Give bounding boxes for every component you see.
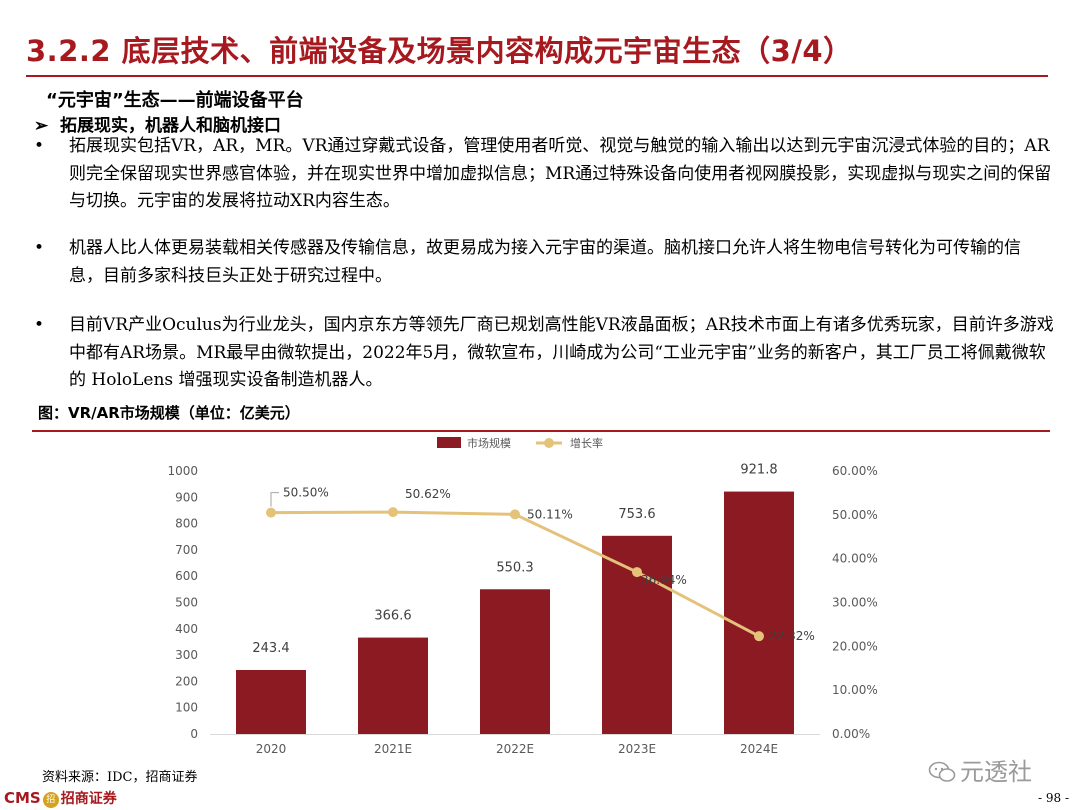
y-left-tick-label: 900 (175, 490, 198, 504)
watermark-text: 元透社 (960, 758, 1032, 786)
growth-value-label: 50.62% (405, 487, 451, 501)
y-left-tick-label: 300 (175, 648, 198, 662)
section-subtitle: “元宇宙”生态——前端设备平台 (46, 90, 304, 111)
legend-label-growth: 增长率 (570, 436, 603, 450)
y-right-tick-label: 10.00% (832, 683, 878, 697)
bullet-dot: • (34, 136, 45, 156)
y-left-tick-label: 700 (175, 543, 198, 557)
bar (724, 491, 794, 734)
bullet-paragraph: • 机器人比人体更易装载相关传感器及传输信息，故更易成为接入元宇宙的渠道。脑机接… (34, 235, 1054, 290)
chat-bubble-icon (928, 761, 956, 782)
x-tick-label: 2024E (740, 742, 778, 756)
page-title: 3.2.2 底层技术、前端设备及场景内容构成元宇宙生态（3/4） (26, 34, 853, 68)
bar (236, 669, 306, 734)
figure-caption: 图：VR/AR市场规模（单位：亿美元） (38, 404, 300, 422)
bullet-paragraph: • 目前VR产业Oculus为行业龙头，国内京东方等领先厂商已规划高性能VR液晶… (34, 312, 1054, 395)
logo-seal-icon: 招 (42, 792, 59, 808)
y-left-tick-label: 200 (175, 674, 198, 688)
y-left-tick-label: 100 (175, 701, 198, 715)
growth-value-label: 50.11% (527, 507, 573, 521)
logo-text: 招商证券 (60, 791, 117, 807)
bar-value-label: 366.6 (374, 609, 411, 624)
title-divider (26, 75, 1048, 77)
y-left-tick-label: 800 (175, 517, 198, 531)
growth-point (632, 567, 642, 578)
growth-value-label: 36.94% (641, 573, 687, 587)
brand-logo: CMS 招招商证券 (4, 788, 117, 808)
legend-swatch-bars (437, 437, 461, 448)
bar (602, 535, 672, 734)
growth-point (754, 631, 764, 642)
x-tick-label: 2020 (256, 742, 287, 756)
growth-point (266, 507, 276, 518)
vr-ar-market-chart: 市场规模 增长率 0 100 200 300 400 500 600 700 800 900 1000 0… (167, 436, 878, 756)
y-left-tick-label: 400 (175, 622, 198, 636)
figure-divider (32, 430, 1050, 432)
x-tick-label: 2021E (374, 742, 412, 756)
bullet-text: 目前VR产业Oculus为行业龙头，国内京东方等领先厂商已规划高性能VR液晶面板… (69, 315, 1054, 390)
y-right-tick-label: 40.00% (832, 552, 878, 566)
bullet-dot: • (34, 238, 45, 258)
watermark: 元透社 (928, 752, 1032, 787)
arrow-bullet-icon: ➢ (34, 116, 49, 136)
y-right-tick-label: 0.00% (832, 727, 870, 741)
growth-value-label: 50.50% (283, 486, 329, 500)
logo-mark: CMS (4, 789, 41, 807)
point-heading-text: 拓展现实，机器人和脑机接口 (60, 116, 281, 136)
bar-value-label: 550.3 (496, 560, 533, 575)
growth-value-label: 22.32% (769, 629, 815, 643)
y-right-tick-label: 20.00% (832, 639, 878, 653)
bar-value-label: 243.4 (252, 641, 289, 656)
page-number: - 98 - (1038, 791, 1070, 805)
growth-point (388, 507, 398, 518)
x-tick-label: 2022E (496, 742, 534, 756)
y-left-tick-label: 1000 (167, 464, 198, 478)
y-right-tick-label: 60.00% (832, 464, 878, 478)
bar-value-label: 921.8 (740, 463, 777, 478)
growth-point (510, 509, 520, 520)
bar (480, 589, 550, 734)
point-heading: ➢ 拓展现实，机器人和脑机接口 (34, 111, 281, 136)
bar (358, 637, 428, 734)
growth-label-leader (270, 492, 279, 507)
source-note: 资料来源：IDC，招商证券 (42, 770, 198, 785)
y-right-tick-label: 30.00% (832, 596, 878, 610)
bullet-paragraph: • 拓展现实包括VR，AR，MR。VR通过穿戴式设备，管理使用者听觉、视觉与触觉… (34, 133, 1054, 216)
y-right-tick-label: 50.00% (832, 508, 878, 522)
x-tick-label: 2023E (618, 742, 656, 756)
bar-value-label: 753.6 (618, 507, 655, 522)
bullet-text: 拓展现实包括VR，AR，MR。VR通过穿戴式设备，管理使用者听觉、视觉与触觉的输… (69, 136, 1052, 211)
y-left-tick-label: 0 (190, 727, 198, 741)
legend-label-bars: 市场规模 (467, 436, 511, 450)
bullet-dot: • (34, 315, 45, 335)
legend-marker-growth (544, 438, 554, 448)
y-left-tick-label: 500 (175, 596, 198, 610)
bullet-text: 机器人比人体更易装载相关传感器及传输信息，故更易成为接入元宇宙的渠道。脑机接口允… (69, 238, 1021, 286)
y-left-tick-label: 600 (175, 569, 198, 583)
